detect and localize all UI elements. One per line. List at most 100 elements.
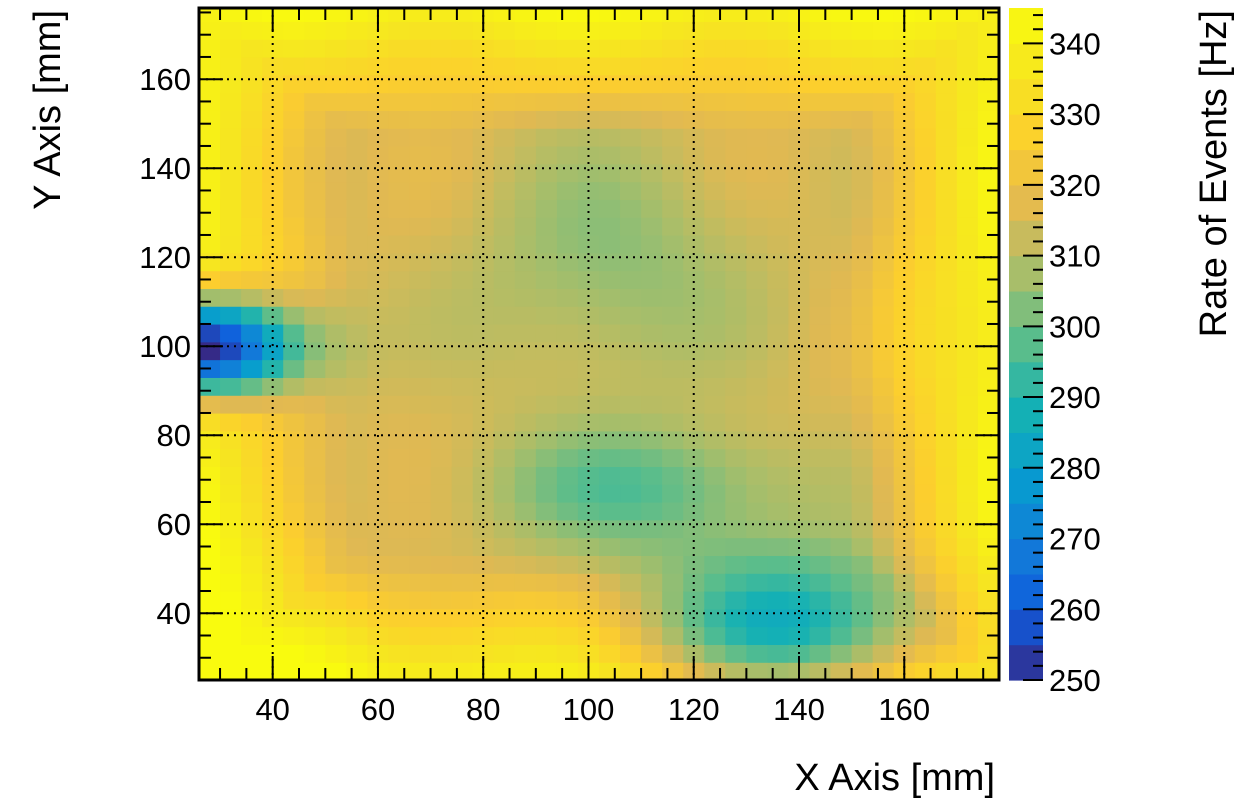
heatmap-cell xyxy=(367,199,390,218)
heatmap-cell xyxy=(977,341,1000,361)
heatmap-cell xyxy=(599,217,621,236)
heatmap-cell xyxy=(809,199,832,218)
heatmap-cell xyxy=(472,537,495,556)
heatmap-cell xyxy=(304,395,326,414)
heatmap-cell xyxy=(388,92,411,111)
heatmap-cell xyxy=(683,92,705,111)
heatmap-cell xyxy=(746,110,769,129)
heatmap-cell xyxy=(556,128,579,147)
heatmap-cell xyxy=(956,573,979,592)
heatmap-cell xyxy=(556,163,579,183)
heatmap-cell xyxy=(472,519,495,539)
heatmap-cell xyxy=(535,217,558,236)
heatmap-cell xyxy=(367,555,390,574)
heatmap-cell xyxy=(599,608,621,628)
heatmap-cell xyxy=(556,573,579,592)
heatmap-cell xyxy=(683,74,705,94)
heatmap-cell xyxy=(914,466,937,485)
heatmap-cell xyxy=(620,163,642,183)
heatmap-cell xyxy=(346,252,369,272)
color-bar-tick-label: 270 xyxy=(1049,522,1101,557)
heatmap-cell xyxy=(830,270,853,289)
heatmap-cell xyxy=(367,288,390,307)
x-tick-label: 60 xyxy=(361,692,395,727)
axis-ticks: 40 60 80 100 120 140 160 40 60 80 100 120 140 160 xyxy=(139,8,999,727)
heatmap-cell xyxy=(704,252,726,272)
color-bar-segment xyxy=(1009,361,1043,398)
heatmap-cell xyxy=(220,519,242,539)
heatmap-cell xyxy=(409,412,432,432)
heatmap-cell xyxy=(746,21,769,40)
heatmap-cell xyxy=(409,555,432,574)
heatmap-cell xyxy=(620,395,642,414)
heatmap-cell xyxy=(262,199,284,218)
heatmap-cell xyxy=(662,39,684,58)
heatmap-cell xyxy=(662,323,684,343)
heatmap-cell xyxy=(493,234,516,254)
heatmap-cell xyxy=(914,181,937,200)
heatmap-cell xyxy=(809,128,832,147)
heatmap-cell xyxy=(620,92,642,111)
heatmap-cell xyxy=(325,341,347,361)
heatmap-cell xyxy=(914,626,937,645)
heatmap-cell xyxy=(325,537,347,556)
heatmap-cell xyxy=(430,323,453,343)
color-bar-segment xyxy=(1009,503,1043,540)
heatmap-cell xyxy=(914,323,937,343)
heatmap-cell xyxy=(851,128,874,147)
heatmap-cell xyxy=(388,359,411,378)
heatmap-cell xyxy=(430,573,453,592)
heatmap-cell xyxy=(556,145,579,165)
heatmap-cell xyxy=(641,519,663,539)
heatmap-cell xyxy=(704,92,726,111)
heatmap-cell xyxy=(556,608,579,628)
heatmap-cell xyxy=(304,412,326,432)
heatmap-cell xyxy=(388,412,411,432)
heatmap-cell xyxy=(325,377,347,396)
heatmap-cell xyxy=(430,74,453,94)
heatmap-cell xyxy=(893,537,916,556)
heatmap-cell xyxy=(367,39,390,58)
heatmap-cell xyxy=(262,590,284,610)
heatmap-cell xyxy=(809,377,832,396)
heatmap-cell xyxy=(746,8,769,22)
heatmap-cell xyxy=(683,359,705,378)
heatmap-cell xyxy=(788,341,811,361)
heatmap-cell xyxy=(599,519,621,539)
heatmap-cell xyxy=(788,626,811,645)
heatmap-cell xyxy=(830,234,853,254)
heatmap-cell xyxy=(409,501,432,521)
heatmap-cell xyxy=(872,590,895,610)
heatmap-cell xyxy=(809,8,832,22)
heatmap-cell xyxy=(725,128,747,147)
heatmap-cell xyxy=(346,145,369,165)
heatmap-cell xyxy=(599,555,621,574)
heatmap-cell xyxy=(914,199,937,218)
heatmap-cell xyxy=(599,110,621,129)
heatmap-cell xyxy=(262,537,284,556)
heatmap-cell xyxy=(430,626,453,645)
heatmap-cell xyxy=(514,590,537,610)
heatmap-cell xyxy=(241,8,263,22)
heatmap-cell xyxy=(283,590,305,610)
heatmap-cell xyxy=(851,341,874,361)
heatmap-cell xyxy=(367,537,390,556)
heatmap-cell xyxy=(956,519,979,539)
heatmap-cell xyxy=(283,145,305,165)
heatmap-cell xyxy=(472,590,495,610)
heatmap-cell xyxy=(346,519,369,539)
heatmap-cell xyxy=(935,341,958,361)
heatmap-cell xyxy=(641,448,663,467)
heatmap-cell xyxy=(325,573,347,592)
heatmap-cell xyxy=(914,662,937,681)
heatmap-cell xyxy=(304,217,326,236)
heatmap-cell xyxy=(514,288,537,307)
heatmap-cell xyxy=(451,501,474,521)
heatmap-cell xyxy=(367,395,390,414)
heatmap-cell xyxy=(830,377,853,396)
heatmap-cell xyxy=(893,288,916,307)
color-bar-tick-label: 290 xyxy=(1049,380,1101,415)
heatmap-cell xyxy=(620,110,642,129)
heatmap-cell xyxy=(325,21,347,40)
